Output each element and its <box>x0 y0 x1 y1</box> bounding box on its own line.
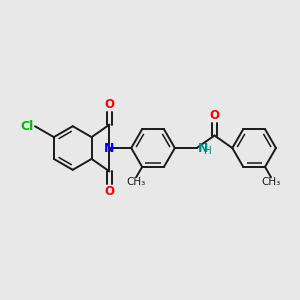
Text: O: O <box>209 109 220 122</box>
Text: Cl: Cl <box>21 120 34 133</box>
Text: H: H <box>204 146 211 156</box>
Text: CH₃: CH₃ <box>127 177 146 187</box>
Text: CH₃: CH₃ <box>261 177 281 187</box>
Text: O: O <box>104 98 115 111</box>
Text: O: O <box>104 185 115 199</box>
Text: N: N <box>198 142 208 154</box>
Text: N: N <box>104 142 115 154</box>
